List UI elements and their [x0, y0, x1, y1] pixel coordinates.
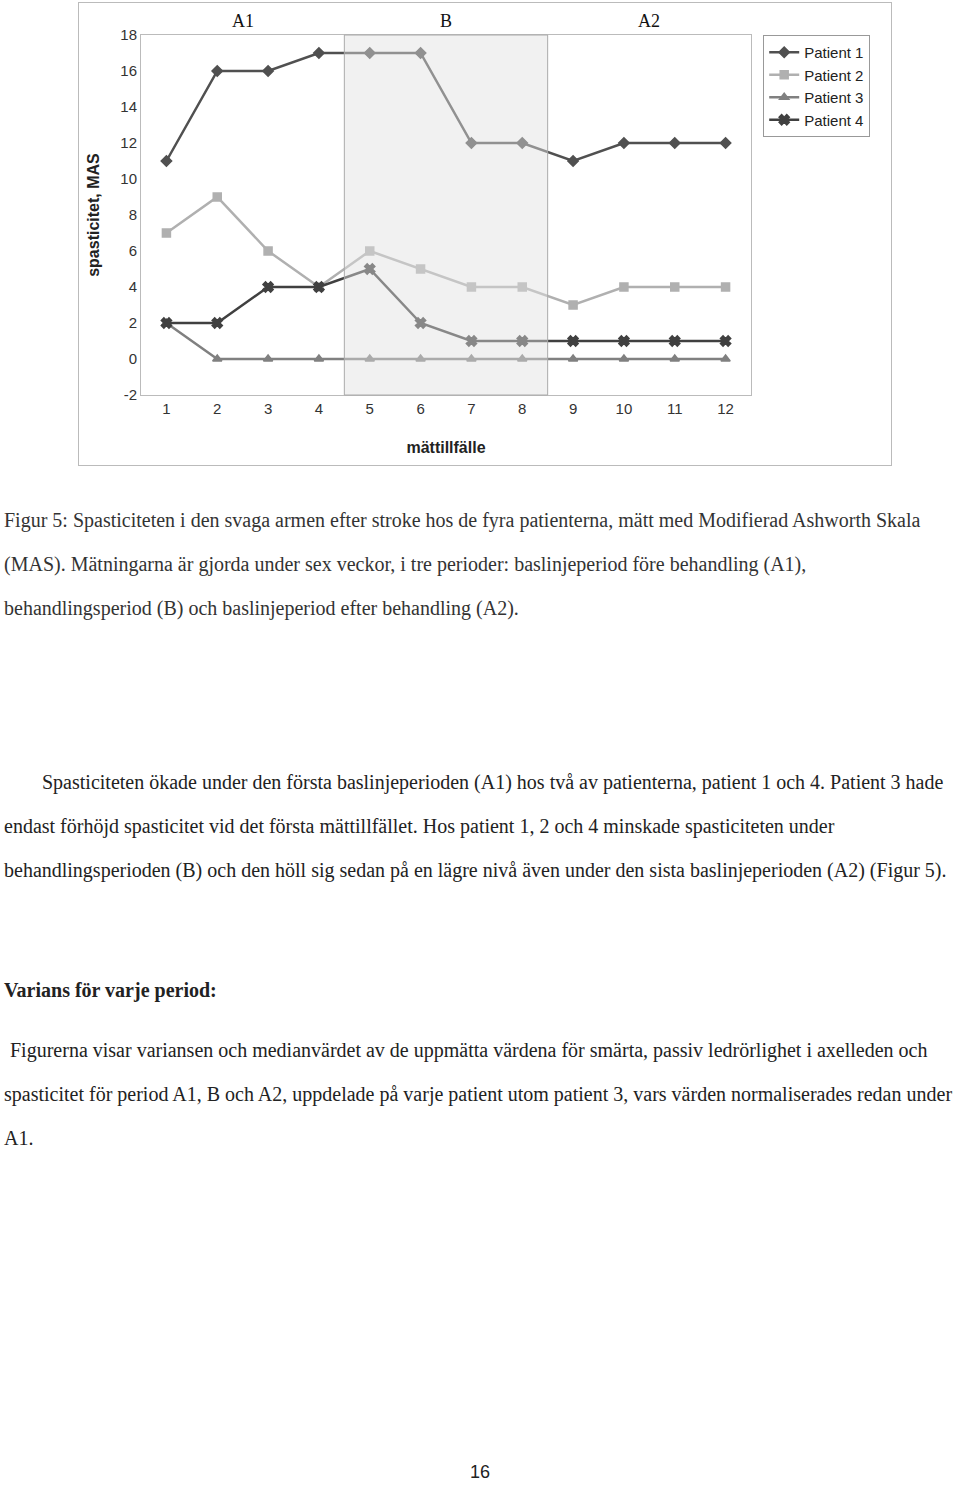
svg-text:12: 12 — [717, 400, 734, 417]
html-text:Spasticiteten ökade under den: Spasticiteten ökade under den första bas… — [4, 771, 947, 881]
svg-text:B: B — [440, 11, 452, 31]
svg-text:spasticitet, MAS: spasticitet, MAS — [85, 153, 102, 277]
svg-text:16: 16 — [120, 62, 137, 79]
svg-text:1: 1 — [162, 400, 170, 417]
svg-text:-2: -2 — [124, 386, 137, 403]
svg-text:10: 10 — [616, 400, 633, 417]
svg-text:A1: A1 — [232, 11, 254, 31]
svg-text:4: 4 — [315, 400, 323, 417]
svg-text:Patient 4: Patient 4 — [804, 112, 863, 129]
svg-text:4: 4 — [129, 278, 137, 295]
html-text:Varians för varje period:: Varians för varje period: — [4, 979, 217, 1001]
svg-text:Patient 2: Patient 2 — [804, 67, 863, 84]
svg-text:14: 14 — [120, 98, 137, 115]
svg-text:12: 12 — [120, 134, 137, 151]
svg-text:6: 6 — [129, 242, 137, 259]
svg-text:0: 0 — [129, 350, 137, 367]
html-text:Figurerna visar variansen och: Figurerna visar variansen och medianvärd… — [4, 1039, 952, 1149]
html-text:Figur 5: Spasticiteten i den s: Figur 5: Spasticiteten i den svaga armen… — [4, 509, 921, 619]
svg-text:A2: A2 — [638, 11, 660, 31]
svg-text:7: 7 — [467, 400, 475, 417]
svg-text:2: 2 — [213, 400, 221, 417]
svg-text:18: 18 — [120, 26, 137, 43]
svg-text:3: 3 — [264, 400, 272, 417]
svg-text:11: 11 — [667, 400, 683, 417]
svg-text:2: 2 — [129, 314, 137, 331]
html-text:16: 16 — [470, 1462, 490, 1482]
svg-text:8: 8 — [518, 400, 526, 417]
svg-text:9: 9 — [569, 400, 577, 417]
svg-text:6: 6 — [416, 400, 424, 417]
svg-text:10: 10 — [120, 170, 137, 187]
svg-text:8: 8 — [129, 206, 137, 223]
svg-text:mättillfälle: mättillfälle — [406, 439, 485, 456]
svg-text:5: 5 — [366, 400, 374, 417]
svg-text:Patient 1: Patient 1 — [804, 44, 863, 61]
svg-text:Patient 3: Patient 3 — [804, 89, 863, 106]
